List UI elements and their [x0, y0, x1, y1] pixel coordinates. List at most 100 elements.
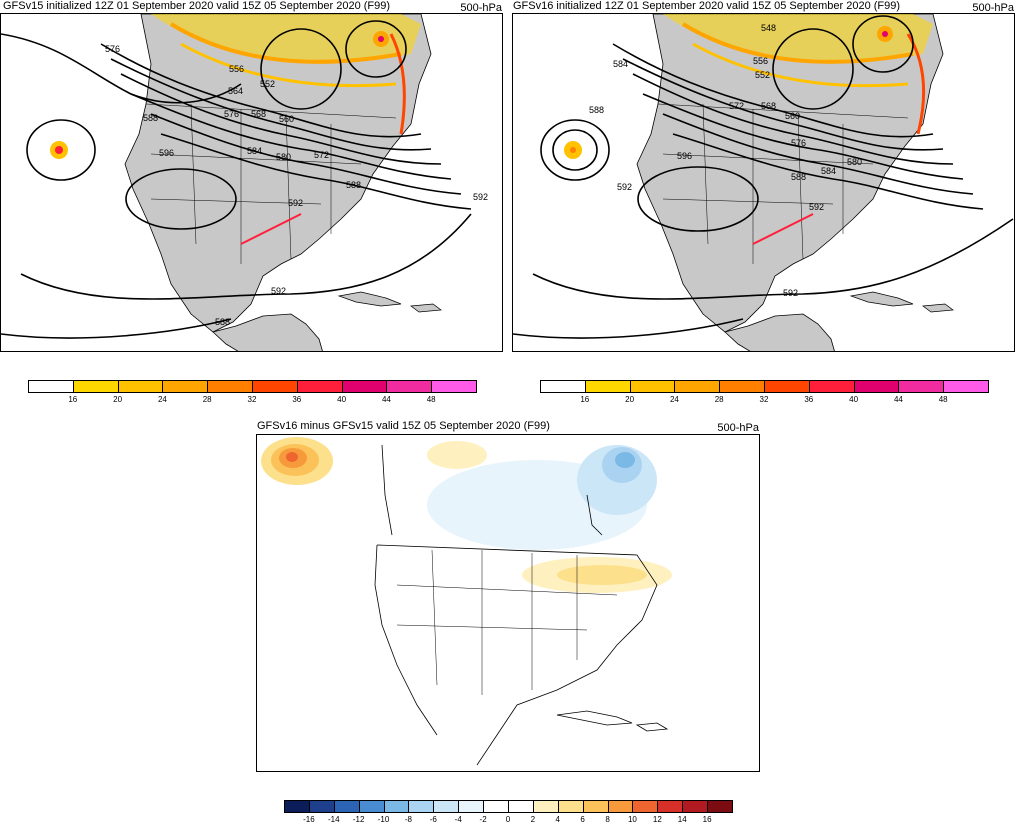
colorbar-swatch	[386, 380, 433, 393]
contour-label: 572	[729, 101, 744, 111]
wind-speed-shading	[50, 14, 421, 245]
colorbar-swatch	[632, 800, 659, 813]
colorbar-label: 14	[677, 815, 687, 824]
colorbar-swatch	[433, 800, 460, 813]
panel-gfsv16-title: GFSv16 initialized 12Z 01 September 2020…	[513, 0, 901, 12]
contour-label: 552	[260, 79, 275, 89]
contour-label: 548	[761, 23, 776, 33]
colorbar-label: 40	[337, 395, 347, 404]
colorbar-swatch	[28, 380, 74, 393]
cuba-island	[849, 291, 914, 307]
contour-label: 584	[613, 59, 628, 69]
contour-label: 592	[809, 202, 824, 212]
colorbar-swatch	[764, 380, 810, 393]
map-diff-svg	[261, 437, 672, 766]
colorbar-label: -8	[404, 815, 412, 824]
colorbar-label: 10	[627, 815, 637, 824]
colorbar-label: 44	[893, 395, 903, 404]
contour-label: 592	[288, 198, 303, 208]
colorbar-swatch	[358, 800, 385, 813]
colorbar-label: 4	[555, 815, 560, 824]
contour-label: 596	[677, 151, 692, 161]
colorbar-swatch	[408, 800, 435, 813]
colorbar-label: -4	[454, 815, 462, 824]
colorbar-label: 16	[702, 815, 712, 824]
map-gfsv15-svg: 576 556 552 564 576 568 560 588 584 580 …	[1, 14, 488, 351]
colorbar-speed-right: 16 20 24 28 32 36 40 44 48	[540, 380, 989, 408]
contour-label: 576	[224, 109, 239, 119]
height-contours	[513, 15, 1014, 339]
colorbar-label: 16	[68, 395, 78, 404]
colorbar-swatch	[607, 800, 634, 813]
colorbar-swatch	[296, 380, 343, 393]
colorbar-label: 32	[759, 395, 769, 404]
contour-label: 592	[617, 182, 632, 192]
state-borders	[396, 549, 618, 695]
colorbar-label: 24	[669, 395, 679, 404]
colorbar-label: -6	[429, 815, 437, 824]
colorbar-swatch	[582, 800, 609, 813]
map-panel-diff	[256, 434, 760, 772]
colorbar-label: 6	[580, 815, 585, 824]
colorbar-swatch	[341, 380, 388, 393]
colorbar-label: -12	[352, 815, 365, 824]
colorbar-swatch	[162, 380, 209, 393]
contour-label: 568	[251, 109, 266, 119]
contour-label: 560	[279, 114, 294, 124]
colorbar-label: -16	[303, 815, 315, 824]
colorbar-speed-left: 16 20 24 28 32 36 40 44 48	[28, 380, 477, 408]
colorbar-swatch	[284, 800, 310, 813]
contour-labels: 548 556 552 584 588 572 568 560 576 596 …	[589, 23, 862, 298]
colorbar-swatch	[682, 800, 709, 813]
colorbar-label: 36	[804, 395, 814, 404]
north-america-land	[636, 14, 944, 333]
cuba-island	[337, 291, 402, 307]
contour-label: 588	[589, 105, 604, 115]
contour-label: 580	[847, 157, 862, 167]
colorbar-swatch	[117, 380, 164, 393]
colorbar-label: 48	[426, 395, 436, 404]
colorbar-label: 48	[938, 395, 948, 404]
colorbar-swatch	[458, 800, 485, 813]
colorbar-label: 36	[292, 395, 302, 404]
colorbar-swatch	[557, 800, 584, 813]
colorbar-swatch	[540, 380, 586, 393]
colorbar-swatch	[483, 800, 509, 813]
panel-gfsv15-title: GFSv15 initialized 12Z 01 September 2020…	[3, 0, 391, 12]
map-panel-gfsv15: 576 556 552 564 576 568 560 588 584 580 …	[0, 13, 503, 352]
panel-gfsv15-level: 500-hPa	[460, 2, 502, 14]
colorbar-swatch	[207, 380, 253, 393]
colorbar-swatch	[657, 800, 684, 813]
colorbar-label: -14	[327, 815, 340, 824]
contour-label: 592	[271, 286, 286, 296]
colorbar-label: 28	[202, 395, 212, 404]
contour-label: 584	[247, 146, 262, 156]
map-panel-gfsv16: 548 556 552 584 588 572 568 560 576 596 …	[512, 13, 1015, 352]
contour-label: 572	[314, 150, 329, 160]
central-america-land	[724, 313, 835, 351]
contour-label: 556	[229, 64, 244, 74]
colorbar-label: -10	[377, 815, 390, 824]
colorbar-label: 2	[530, 815, 536, 824]
height-contours	[1, 20, 472, 339]
panel-gfsv16-level: 500-hPa	[972, 2, 1014, 14]
colorbar-swatch	[898, 380, 945, 393]
north-america-land	[124, 14, 432, 333]
colorbar-label: 28	[714, 395, 724, 404]
colorbar-label: 0	[505, 815, 511, 824]
colorbar-swatch	[674, 380, 721, 393]
map-gfsv16-svg: 548 556 552 584 588 572 568 560 576 596 …	[513, 14, 1014, 351]
colorbar-swatch	[333, 800, 360, 813]
colorbar-label: 32	[247, 395, 257, 404]
contour-label: 552	[755, 70, 770, 80]
colorbar-label: 12	[652, 815, 662, 824]
contour-label: 588	[791, 172, 806, 182]
colorbar-swatch	[853, 380, 900, 393]
contour-label: 596	[159, 148, 174, 158]
colorbar-label: 20	[113, 395, 123, 404]
hispaniola-island	[410, 303, 442, 313]
contour-label: 576	[791, 138, 806, 148]
contour-label: 568	[761, 101, 776, 111]
colorbar-swatch	[383, 800, 410, 813]
contour-label: 588	[215, 317, 230, 327]
